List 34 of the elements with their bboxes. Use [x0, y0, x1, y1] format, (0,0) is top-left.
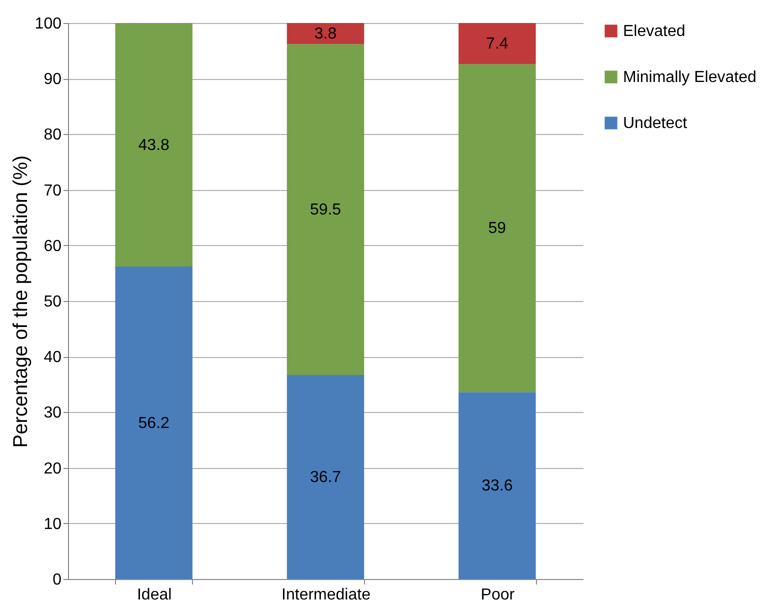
bar [458, 392, 536, 579]
data-label: 59.5 [310, 202, 342, 219]
y-tick-label: 40 [44, 349, 62, 366]
data-label: 3.8 [314, 26, 337, 43]
data-label: 59 [488, 220, 506, 238]
y-tick-label: 20 [44, 460, 62, 478]
data-label: 33.6 [482, 478, 513, 495]
x-tick-label: Intermediate [282, 586, 371, 604]
legend-label: Elevated [623, 23, 686, 40]
data-label: 43.8 [138, 136, 170, 154]
legend-label: Minimally Elevated [623, 69, 756, 86]
y-tick-label: 10 [44, 516, 62, 533]
y-tick-label: 100 [34, 16, 62, 32]
y-tick-label: 70 [44, 182, 62, 200]
data-label: 56.2 [138, 414, 170, 432]
y-tick-label: 60 [44, 238, 62, 255]
bar [458, 23, 536, 64]
bar [286, 44, 364, 375]
y-tick-label: 30 [44, 404, 62, 422]
x-tick-label: Ideal [136, 586, 172, 604]
data-label: 36.7 [310, 468, 342, 486]
y-tick-label: 50 [44, 294, 62, 310]
bar [286, 23, 364, 44]
y-tick-label: 0 [52, 572, 62, 588]
bar [458, 64, 536, 392]
y-tick-label: 80 [44, 126, 62, 144]
bar [115, 266, 192, 579]
x-tick-label: Poor [480, 586, 516, 604]
data-label: 7.4 [486, 36, 508, 53]
bar [115, 23, 192, 267]
y-tick-label: 90 [44, 71, 62, 88]
bar [286, 374, 364, 579]
y-axis-title: Percentage of the population (%) [10, 155, 32, 448]
legend-label: Undetect [623, 115, 688, 132]
